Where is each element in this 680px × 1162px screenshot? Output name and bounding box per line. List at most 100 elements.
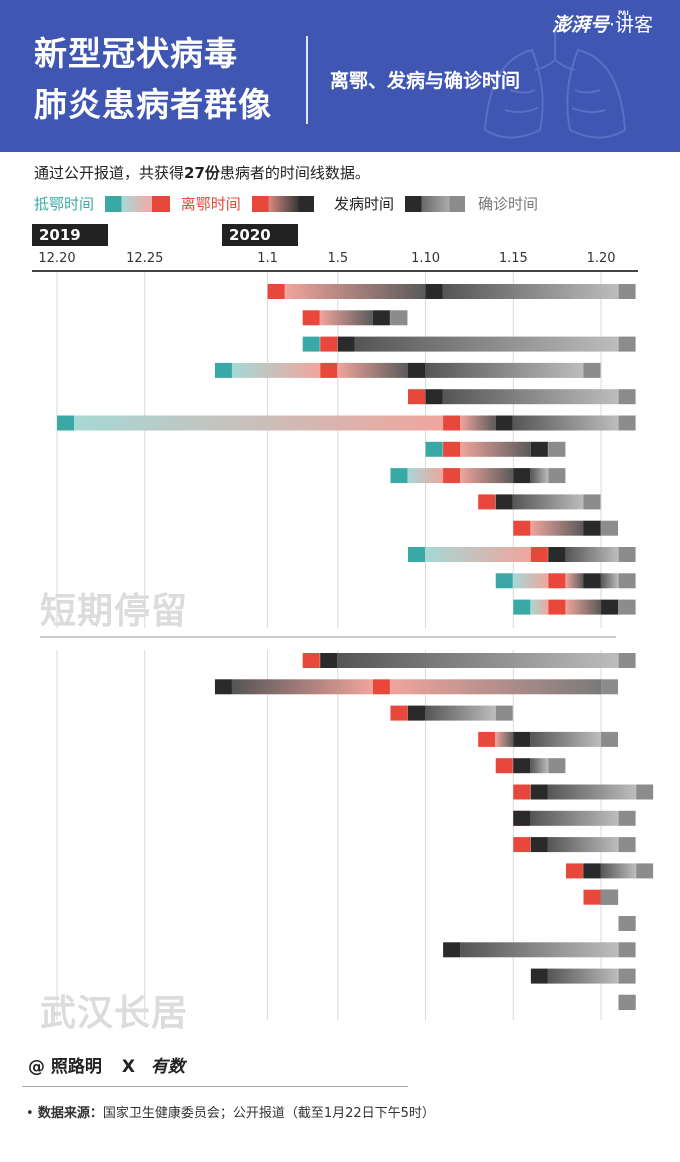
arrive-marker xyxy=(513,599,531,615)
source-text: 国家卫生健康委员会；公开报道（截至1月22日下午5时） xyxy=(102,1106,435,1121)
title-line-1: 新型冠状病毒 xyxy=(34,34,238,73)
leave-marker xyxy=(513,837,531,853)
bar-connector xyxy=(565,599,602,615)
leave-marker xyxy=(548,599,566,615)
bar-connector xyxy=(389,679,602,695)
bar-connector xyxy=(530,468,549,484)
bar-connector xyxy=(600,573,619,589)
confirm-marker xyxy=(636,784,654,800)
onset-marker xyxy=(372,310,390,326)
arrive-marker xyxy=(408,547,425,562)
leave-marker xyxy=(372,679,390,695)
confirm-marker xyxy=(548,468,566,484)
x-tick-label: 12.20 xyxy=(38,251,76,266)
confirm-marker xyxy=(583,362,601,378)
onset-marker xyxy=(513,758,531,774)
bar-connector xyxy=(512,494,584,510)
confirm-marker xyxy=(618,837,636,853)
confirm-marker xyxy=(601,731,619,747)
subtitle: 离鄂、发病与确诊时间 xyxy=(330,70,521,92)
leave-marker xyxy=(495,758,513,774)
logo-tag: PAI xyxy=(618,10,629,17)
credit-author: @ 照路明 xyxy=(28,1057,102,1077)
bar-connector xyxy=(74,415,444,431)
bar-connector xyxy=(460,468,514,484)
bar-connector xyxy=(547,837,619,853)
arrive-marker xyxy=(214,362,232,378)
bullet-icon: • xyxy=(26,1106,38,1121)
bar-connector xyxy=(618,599,619,615)
confirm-marker xyxy=(583,494,601,510)
onset-marker xyxy=(601,599,619,615)
legend-onset-label: 发病时间 xyxy=(334,195,395,213)
bar-connector xyxy=(530,731,602,747)
bar-connector xyxy=(337,362,408,378)
bar-connector xyxy=(582,863,584,879)
leave-marker xyxy=(513,520,531,536)
timeline-chart xyxy=(56,272,654,1020)
legend-onset-swatch xyxy=(404,195,465,212)
onset-marker xyxy=(530,441,548,457)
leave-marker xyxy=(443,415,461,431)
credit-x: X xyxy=(121,1057,135,1077)
intro-highlight: 27份 xyxy=(184,164,220,182)
bar-connector xyxy=(460,942,619,958)
legend-arrive-label: 抵鄂时间 xyxy=(34,195,95,213)
intro-text: 通过公开报道，共获得27份患病者的时间线数据。 xyxy=(34,162,370,183)
leave-marker xyxy=(478,494,496,510)
confirm-marker xyxy=(618,916,636,931)
bar-connector xyxy=(442,389,619,405)
confirm-marker xyxy=(601,520,619,536)
leave-marker xyxy=(565,863,583,879)
onset-marker xyxy=(214,679,232,695)
bar-connector xyxy=(460,441,531,457)
confirm-marker xyxy=(618,599,636,615)
bar-connector xyxy=(319,336,321,352)
confirm-marker xyxy=(618,284,636,299)
lungs-icon xyxy=(483,25,627,139)
onset-marker xyxy=(513,731,531,747)
credit-divider xyxy=(22,1086,408,1087)
header-banner: 新型冠状病毒 肺炎患病者群像 离鄂、发病与确诊时间 澎湃号·讲客 PAI xyxy=(0,0,680,152)
page-title: 新型冠状病毒 肺炎患病者群像 xyxy=(34,28,272,130)
leave-marker xyxy=(443,468,461,484)
bar-connector xyxy=(565,573,584,589)
confirm-marker xyxy=(618,547,636,562)
arrive-marker xyxy=(425,441,443,457)
arrive-marker xyxy=(57,415,74,431)
onset-marker xyxy=(583,520,601,536)
x-axis-line xyxy=(32,270,638,272)
bar-connector xyxy=(425,705,496,721)
source-label: 数据来源： xyxy=(37,1106,103,1121)
confirm-marker xyxy=(618,810,636,826)
leave-marker xyxy=(320,362,338,378)
bar-connector xyxy=(337,336,338,352)
confirm-marker xyxy=(618,415,636,431)
leave-marker xyxy=(302,653,320,668)
legend-leave-swatch xyxy=(251,195,314,212)
onset-marker xyxy=(320,653,338,668)
leave-marker xyxy=(478,731,496,747)
logo-main: 澎湃号 xyxy=(552,14,610,36)
bar-connector xyxy=(337,653,619,668)
onset-marker xyxy=(337,336,355,352)
title-divider xyxy=(306,36,308,124)
legend-leave: 离鄂时间 xyxy=(148,193,314,213)
bar-connector xyxy=(442,284,619,299)
year-label-2019: 2019 xyxy=(32,224,108,246)
bar-connector xyxy=(284,284,426,299)
onset-marker xyxy=(425,284,443,299)
onset-marker xyxy=(443,942,461,958)
legend-confirm-label: 确诊时间 xyxy=(478,195,539,213)
year-label-2020: 2020 xyxy=(222,224,298,246)
leave-marker xyxy=(320,336,338,352)
x-tick-label: 12.25 xyxy=(126,251,164,266)
bar-connector xyxy=(547,784,637,800)
arrive-marker xyxy=(495,573,513,589)
confirm-marker xyxy=(390,310,408,326)
bar-connector xyxy=(530,758,549,774)
bar-connector xyxy=(530,810,619,826)
confirm-marker xyxy=(636,863,654,879)
bar-connector xyxy=(512,415,619,431)
onset-marker xyxy=(513,468,531,484)
